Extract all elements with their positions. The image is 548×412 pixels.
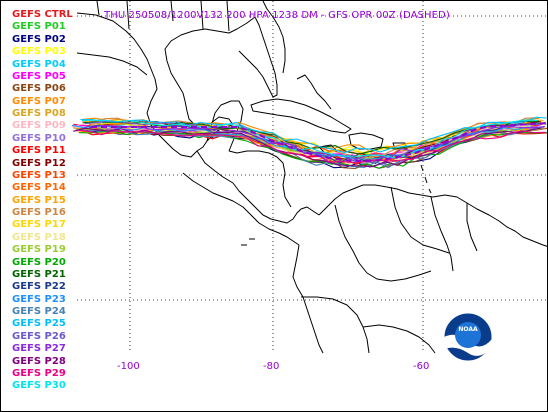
contour-line <box>77 129 546 163</box>
legend-item: GEFS P15 <box>12 194 66 206</box>
legend-item: GEFS P26 <box>12 330 66 342</box>
legend-item: GEFS P04 <box>12 58 66 70</box>
legend-item: GEFS P30 <box>12 380 66 392</box>
legend-item: GEFS P09 <box>12 120 66 132</box>
border-south-america-1 <box>334 204 432 282</box>
legend-item: GEFS P10 <box>12 132 66 144</box>
legend-item: GEFS P11 <box>12 145 66 157</box>
coast-gulf <box>164 16 256 94</box>
legend-item: GEFS P22 <box>12 281 66 293</box>
border-us-states <box>96 1 230 32</box>
noaa-logo-text: NOAA <box>458 326 478 333</box>
coast-south-america-pacific <box>292 244 324 354</box>
opr-line <box>91 122 547 162</box>
coast-galapagos <box>241 238 255 246</box>
coast-honduras <box>228 150 292 208</box>
coast-hispaniola <box>348 132 384 150</box>
ensemble-legend: GEFS CTRL GEFS P01 GEFS P02 GEFS P03 GEFS P0… <box>12 9 73 393</box>
legend-item: GEFS P27 <box>12 343 66 355</box>
contour-lines <box>71 116 547 170</box>
contour-line <box>78 131 547 169</box>
legend-item: GEFS P01 <box>12 21 66 33</box>
contour-line <box>80 116 547 154</box>
legend-item: GEFS P21 <box>12 268 66 280</box>
map-title: THU 250508/1200V132 200 HPA 1238 DM - GF… <box>104 10 450 21</box>
coast-bahamas <box>296 74 332 110</box>
legend-item: GEFS P08 <box>12 108 66 119</box>
legend-item: GEFS P18 <box>12 231 66 243</box>
graticule <box>77 1 547 353</box>
legend-item: GEFS P20 <box>12 256 66 268</box>
border-south-america-3 <box>430 196 454 272</box>
legend-item: GEFS P13 <box>12 169 66 181</box>
legend-item: GEFS P28 <box>12 355 66 367</box>
contour-line <box>88 125 546 161</box>
coast-central-america-pacific <box>182 172 300 246</box>
legend-item: GEFS P25 <box>12 318 66 330</box>
legend-item: GEFS P17 <box>12 219 66 231</box>
legend-item: GEFS P16 <box>12 207 66 218</box>
coast-central-america <box>196 150 320 224</box>
legend-item: GEFS P03 <box>12 46 66 58</box>
coast-cuba <box>250 98 352 134</box>
legend-item: GEFS P19 <box>12 244 66 256</box>
legend-item: GEFS P06 <box>12 83 66 95</box>
legend-item: GEFS P24 <box>12 306 66 317</box>
coast-south-america <box>318 184 547 247</box>
legend-item: GEFS P12 <box>12 157 66 169</box>
border-south-america-6 <box>362 324 436 354</box>
lon-label-80w: -80 <box>263 361 280 372</box>
border-south-america-4 <box>466 203 478 252</box>
lon-label-100w: -100 <box>117 361 140 372</box>
legend-item: GEFS P07 <box>12 95 66 107</box>
coast-florida <box>238 16 278 98</box>
lon-label-60w: -60 <box>413 361 430 372</box>
legend-item: GEFS P05 <box>12 70 66 82</box>
coast-florida-east <box>262 1 286 74</box>
noaa-logo-center <box>455 322 481 348</box>
legend-item: GEFS P02 <box>12 33 66 45</box>
legend-item: GEFS P23 <box>12 293 66 305</box>
border-south-america-2 <box>390 186 450 254</box>
legend-item: GEFS P14 <box>12 182 66 194</box>
noaa-logo: NOAA <box>443 312 493 362</box>
legend-item: GEFS CTRL <box>12 9 73 20</box>
legend-item: GEFS P29 <box>12 367 66 379</box>
contour-line <box>81 119 538 159</box>
coastlines <box>76 1 547 354</box>
border-us-mexico <box>76 52 148 76</box>
border-south-america-5 <box>301 296 370 354</box>
opr-dashed-line <box>91 122 547 162</box>
